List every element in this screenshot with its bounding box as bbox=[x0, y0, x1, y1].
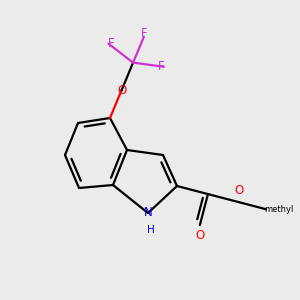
Text: O: O bbox=[117, 84, 126, 97]
Text: methyl: methyl bbox=[264, 205, 294, 214]
Text: O: O bbox=[195, 229, 205, 242]
Text: N: N bbox=[144, 206, 152, 218]
Text: H: H bbox=[147, 225, 155, 235]
Text: F: F bbox=[108, 37, 115, 50]
Text: O: O bbox=[234, 184, 244, 197]
Text: F: F bbox=[158, 60, 164, 73]
Text: F: F bbox=[141, 27, 147, 40]
